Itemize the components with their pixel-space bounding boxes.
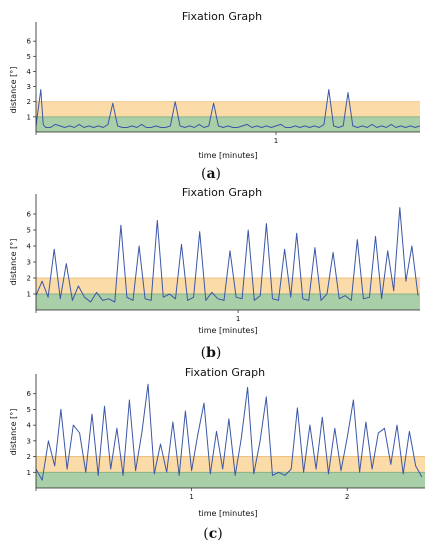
x-tick-label: 1 [236,315,240,323]
panel-caption: (c) [203,526,222,542]
x-axis-label: time [minutes] [198,509,257,518]
y-tick-label: 3 [27,437,31,445]
series-line [35,383,423,481]
panel-caption: (b) [201,345,222,361]
y-tick-label: 6 [27,390,32,398]
chart-title: Fixation Graph [182,10,262,23]
threshold-band [36,101,420,117]
x-tick-label: 2 [345,493,349,501]
panel-b: Fixation Graph distance [°] time [minute… [9,186,420,361]
threshold-band [36,472,425,488]
x-tick-label: 1 [274,137,278,145]
plot-area: 1 2 3 4 5 6 1 2 [27,374,425,501]
y-tick-label: 5 [27,227,31,235]
panel-a: Fixation Graph distance [°] time [minute… [9,10,421,182]
y-axis-label: distance [°] [9,239,18,286]
y-tick-label: 3 [27,83,31,91]
y-tick-label: 4 [27,68,32,76]
y-tick-label: 4 [27,422,32,430]
chart-title: Fixation Graph [185,366,265,379]
threshold-band [36,116,420,132]
threshold-band [36,278,420,294]
y-tick-label: 3 [27,259,31,267]
y-tick-label: 5 [27,406,31,414]
panel-c: Fixation Graph distance [°] time [minute… [9,366,425,542]
y-tick-label: 4 [27,243,32,251]
y-tick-label: 2 [27,453,31,461]
y-tick-label: 1 [27,469,31,477]
threshold-band [36,294,420,310]
threshold-band [36,456,425,473]
y-tick-label: 2 [27,98,31,106]
y-tick-label: 1 [27,113,31,121]
panel-caption: (a) [201,166,221,182]
x-tick-label: 1 [189,493,193,501]
x-axis-label: time [minutes] [198,326,257,335]
series-line [35,207,419,303]
chart-title: Fixation Graph [182,186,262,199]
series-line [35,89,421,128]
y-tick-label: 6 [27,38,32,46]
y-tick-label: 6 [27,211,32,219]
plot-area: 1 2 3 4 5 6 1 [27,194,420,323]
plot-area: 1 2 3 4 5 6 1 [27,22,421,145]
y-axis-label: distance [°] [9,409,18,456]
x-axis-label: time [minutes] [198,151,257,160]
y-tick-label: 2 [27,275,31,283]
y-tick-label: 1 [27,291,31,299]
y-axis-label: distance [°] [9,67,18,114]
y-tick-label: 5 [27,53,31,61]
